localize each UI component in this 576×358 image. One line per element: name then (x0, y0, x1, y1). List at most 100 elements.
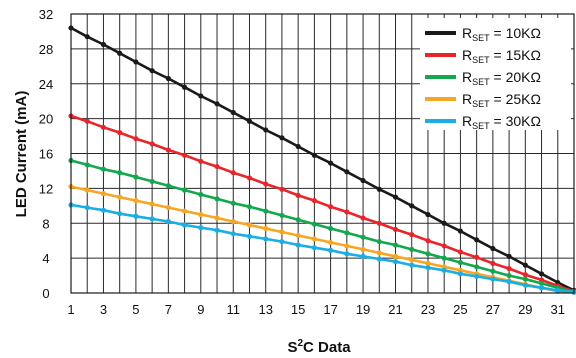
legend-item: RSET = 20KΩ (425, 69, 541, 87)
x-tick-label: 25 (453, 302, 467, 317)
data-point (230, 218, 236, 225)
plot-frame (70, 13, 575, 294)
data-point (409, 203, 415, 209)
data-point (538, 280, 545, 287)
data-point (360, 215, 366, 221)
data-point (392, 194, 399, 200)
legend-label-sub: SET (472, 77, 490, 87)
data-point (279, 238, 285, 245)
legend-label-suffix: = 25KΩ (490, 91, 541, 107)
data-point (344, 243, 350, 249)
data-point (506, 253, 512, 259)
data-point (328, 225, 334, 232)
data-point (246, 118, 253, 124)
data-point (506, 272, 512, 279)
data-point (441, 243, 447, 249)
data-point (441, 220, 447, 226)
data-point (328, 239, 334, 246)
data-point (214, 163, 220, 170)
data-point (295, 192, 301, 198)
data-point (425, 211, 431, 218)
x-tick-label: 19 (356, 302, 370, 317)
data-point (506, 279, 512, 285)
data-point (311, 152, 317, 158)
x-tick-label: 1 (67, 302, 74, 317)
data-point (263, 181, 269, 187)
x-tick-label: 17 (323, 302, 337, 317)
data-point (100, 41, 107, 48)
legend-item: RSET = 30KΩ (425, 113, 541, 131)
series-3 (68, 157, 576, 295)
data-point (344, 251, 350, 257)
legend-label-sub: SET (472, 55, 490, 65)
data-point (198, 191, 204, 198)
series-line (70, 203, 575, 294)
legend-label-sub: SET (472, 121, 490, 131)
data-point (181, 84, 188, 90)
data-point (490, 268, 496, 274)
data-point (457, 228, 464, 234)
data-point (311, 221, 317, 227)
legend-label-prefix: R (462, 47, 472, 63)
data-point (165, 147, 171, 153)
y-tick-labels: 0 4 8 12 16 20 24 28 32 (39, 7, 53, 301)
x-tick-label: 9 (197, 302, 204, 317)
data-point (133, 59, 139, 65)
x-tick-label: 15 (291, 302, 305, 317)
legend-label-sub: SET (472, 33, 490, 43)
data-point (441, 255, 447, 261)
data-point (360, 234, 366, 240)
legend-item: RSET = 15KΩ (425, 47, 541, 65)
data-point (149, 178, 155, 184)
data-point (84, 204, 90, 211)
data-point (555, 287, 561, 293)
data-point (198, 225, 204, 231)
data-point (522, 262, 528, 268)
data-point (230, 231, 236, 237)
data-point (230, 200, 236, 206)
legend-label-prefix: R (462, 69, 472, 85)
data-point (474, 264, 480, 270)
data-point (84, 187, 90, 193)
x-tick-label: 3 (100, 302, 107, 317)
legend-label: RSET = 10KΩ (462, 25, 541, 43)
data-point (522, 282, 528, 288)
x-tick-label: 23 (421, 302, 435, 317)
data-point (230, 109, 236, 116)
data-point (117, 129, 123, 136)
data-point (133, 213, 139, 219)
legend-label-suffix: = 30KΩ (490, 113, 541, 129)
y-axis-title: LED Current (mA) (13, 91, 30, 218)
legend-item: RSET = 25KΩ (425, 91, 541, 109)
data-point (376, 220, 382, 226)
data-point (392, 242, 399, 248)
y-tick-label: 20 (39, 112, 53, 127)
data-point (457, 271, 464, 277)
data-point (100, 191, 107, 197)
data-point (295, 143, 301, 150)
legend-label-prefix: R (462, 25, 472, 41)
data-point (230, 170, 236, 176)
data-point (117, 211, 123, 217)
data-point (246, 233, 253, 239)
legend-background (420, 18, 571, 130)
data-point (117, 170, 123, 176)
data-point (246, 204, 253, 210)
data-point (279, 212, 285, 219)
data-point (149, 216, 155, 222)
legend-label: RSET = 20KΩ (462, 69, 541, 87)
y-tick-label: 24 (39, 77, 53, 92)
legend-label-prefix: R (462, 91, 472, 107)
data-point (409, 231, 415, 238)
series-line (70, 185, 575, 294)
series-line (70, 159, 575, 294)
data-point (328, 160, 334, 166)
data-point (84, 118, 90, 124)
data-point (263, 208, 269, 214)
x-tick-label: 31 (551, 302, 565, 317)
legend-item: RSET = 10KΩ (425, 25, 541, 43)
data-point (522, 276, 528, 282)
x-axis-title: S2C Data (287, 338, 351, 356)
